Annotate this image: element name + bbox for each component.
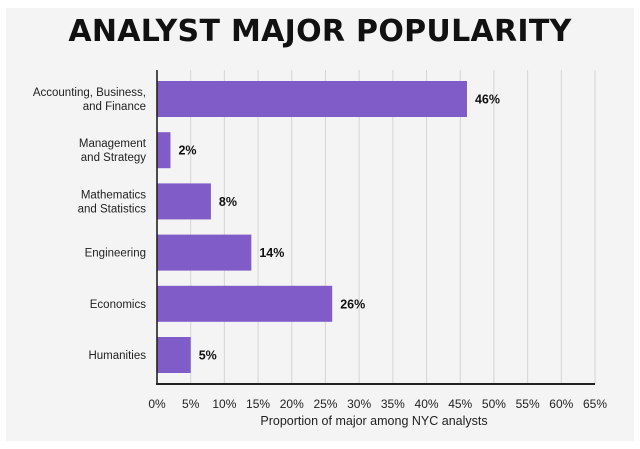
chart-card [6,8,634,441]
category-label: Economics [90,299,146,311]
bar [157,337,191,373]
x-tick-label: 30% [347,397,371,411]
x-tick-label: 65% [583,397,607,411]
x-tick-label: 15% [246,397,270,411]
x-tick-label: 55% [516,397,540,411]
x-tick-label: 10% [212,397,236,411]
value-label: 46% [475,93,500,107]
value-label: 8% [219,195,237,209]
value-label: 5% [199,349,217,363]
category-label: Engineering [85,248,146,260]
category-label: Accounting, Business, and Finance [33,87,146,113]
bar [157,81,467,117]
category-label: Humanities [88,350,146,362]
x-tick-label: 50% [482,397,506,411]
x-tick-label: 40% [415,397,439,411]
x-tick-label: 60% [549,397,573,411]
x-tick-label: 35% [381,397,405,411]
x-tick-label: 0% [148,397,166,411]
category-label: Mathematics and Statistics [78,189,147,215]
x-tick-label: 20% [280,397,304,411]
bar [157,234,252,271]
value-label: 2% [178,144,196,158]
value-label: 14% [259,246,284,260]
x-axis-title: Proportion of major among NYC analysts [260,414,487,428]
bar [157,285,333,322]
bar [157,132,171,169]
x-tick-label: 25% [313,397,337,411]
bar [157,183,211,220]
value-label: 26% [340,297,365,311]
chart-title: ANALYST MAJOR POPULARITY [68,14,572,49]
category-label: Management and Strategy [79,138,147,164]
x-tick-label: 45% [448,397,472,411]
x-tick-label: 5% [182,397,200,411]
